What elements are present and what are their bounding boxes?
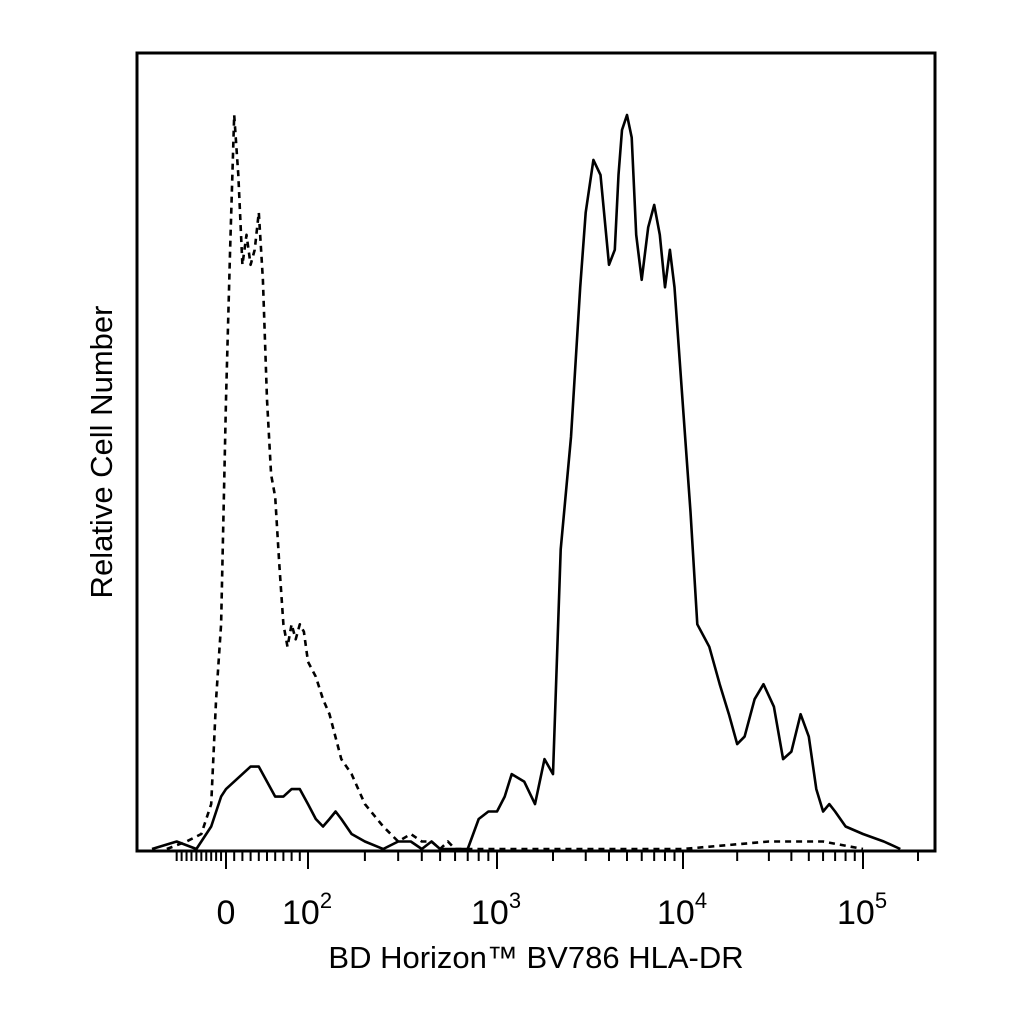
x-tick-label-base: 10	[282, 894, 320, 932]
x-tick-label: 105	[837, 888, 887, 932]
histogram-series-solid	[151, 113, 901, 851]
x-axis-title: BD Horizon™ BV786 HLA-DR	[328, 940, 743, 975]
x-tick-label: 104	[657, 888, 707, 932]
x-tick-label-exponent: 2	[320, 888, 332, 913]
y-axis-title: Relative Cell Number	[84, 306, 119, 599]
x-tick-label-exponent: 5	[875, 888, 887, 913]
x-tick-label-base: 10	[837, 894, 875, 932]
x-tick-label: 0	[217, 894, 236, 932]
histogram-series-dashed	[166, 113, 864, 851]
x-tick-label-exponent: 4	[695, 888, 707, 913]
x-tick-label-exponent: 3	[509, 888, 521, 913]
x-tick-label-base: 10	[657, 894, 695, 932]
x-axis-tick-labels: 0 102 103 104 105	[217, 888, 888, 932]
series-layer	[151, 113, 901, 851]
x-tick-label: 102	[282, 888, 332, 932]
x-tick-label-base: 10	[471, 894, 509, 932]
x-axis-ticks	[175, 851, 919, 869]
x-tick-label: 103	[471, 888, 521, 932]
plot-frame	[135, 51, 937, 853]
x-tick-label-base: 0	[217, 894, 236, 932]
